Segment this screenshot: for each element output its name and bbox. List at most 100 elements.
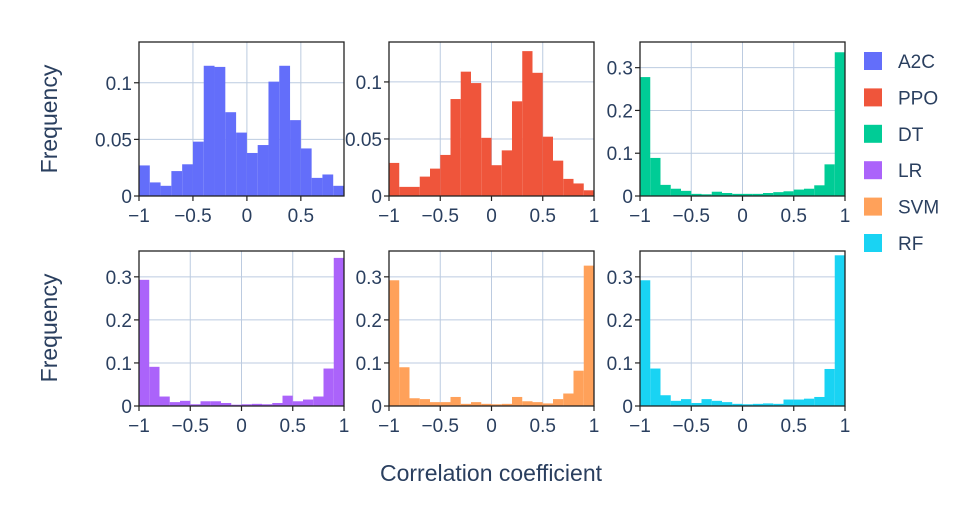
x-tick-label: −1 bbox=[128, 206, 150, 227]
histogram-bar-a2c bbox=[182, 164, 193, 196]
histogram-bar-dt bbox=[660, 184, 671, 196]
histogram-bar-ppo bbox=[553, 160, 564, 196]
legend-item-ppo[interactable]: PPO bbox=[864, 88, 938, 109]
histogram-bar-svm bbox=[389, 280, 400, 406]
x-tick-label: 0 bbox=[242, 206, 253, 227]
legend-swatch bbox=[864, 124, 882, 143]
histogram-bar-ppo bbox=[542, 136, 553, 196]
histogram-bar-dt bbox=[681, 190, 692, 196]
x-tick-label: −0.5 bbox=[421, 206, 459, 227]
x-tick-label: −0.5 bbox=[421, 416, 459, 437]
histogram-bar-ppo bbox=[522, 51, 533, 196]
histogram-bar-dt bbox=[804, 188, 815, 196]
histogram-bar-svm bbox=[399, 367, 410, 406]
histogram-bar-a2c bbox=[171, 171, 183, 196]
histogram-bar-a2c bbox=[322, 174, 334, 196]
x-tick-label: 0.5 bbox=[530, 416, 556, 437]
y-tick-label: 0.1 bbox=[607, 354, 633, 375]
histogram-bar-svm bbox=[440, 402, 451, 406]
legend-swatch bbox=[864, 161, 882, 180]
histogram-bar-a2c bbox=[192, 141, 204, 196]
histogram-bar-rf bbox=[763, 403, 774, 406]
histogram-bar-lr bbox=[169, 402, 180, 406]
histogram-bar-a2c bbox=[300, 148, 312, 196]
x-tick-label: −0.5 bbox=[672, 416, 710, 437]
histogram-bar-dt bbox=[722, 193, 733, 196]
histogram-bar-lr bbox=[262, 404, 273, 406]
histogram-bar-rf bbox=[701, 399, 712, 406]
y-tick-label: 0.2 bbox=[106, 311, 132, 332]
histogram-bar-dt bbox=[783, 191, 794, 196]
x-tick-label: 0 bbox=[236, 416, 247, 437]
histogram-bar-rf bbox=[670, 400, 681, 406]
histogram-bar-a2c bbox=[139, 165, 150, 196]
histogram-bar-dt bbox=[670, 188, 681, 196]
histogram-bar-dt bbox=[773, 192, 784, 196]
legend-item-lr[interactable]: LR bbox=[864, 161, 922, 182]
histogram-bar-a2c bbox=[290, 120, 301, 196]
legend-swatch bbox=[864, 88, 882, 107]
histogram-bar-a2c bbox=[268, 81, 280, 196]
x-tick-label: 0.5 bbox=[288, 206, 314, 227]
subplot-panels: −1 −0.5 0 0.500.050.1−1 −0.5 0 0.5 100.050.1−1−… bbox=[95, 41, 850, 437]
x-tick-label: −1 bbox=[128, 416, 150, 437]
histogram-bar-rf bbox=[691, 402, 702, 406]
histogram-bar-lr bbox=[149, 366, 160, 406]
legend-item-a2c[interactable]: A2C bbox=[864, 52, 935, 73]
y-tick-label: 0 bbox=[371, 187, 382, 208]
x-tick-label: −1 bbox=[629, 416, 651, 437]
histogram-bar-rf bbox=[783, 399, 794, 406]
y-tick-label: 0 bbox=[121, 187, 132, 208]
legend-label: DT bbox=[898, 125, 924, 146]
histogram-bar-ppo bbox=[512, 101, 523, 196]
y-tick-label: 0.3 bbox=[356, 268, 382, 289]
histogram-bar-a2c bbox=[236, 132, 247, 196]
histogram-bar-dt bbox=[711, 191, 722, 196]
histogram-bar-a2c bbox=[203, 65, 215, 196]
legend-swatch bbox=[864, 52, 882, 70]
histogram-bar-svm bbox=[573, 370, 584, 406]
histogram-bar-a2c bbox=[257, 145, 269, 196]
axes-frame bbox=[138, 41, 345, 197]
histogram-bar-svm bbox=[481, 403, 492, 406]
histogram-bar-dt bbox=[691, 193, 702, 196]
histogram-bar-svm bbox=[522, 401, 533, 406]
y-tick-label: 0.1 bbox=[356, 354, 382, 375]
histogram-bar-rf bbox=[711, 400, 722, 406]
histogram-bar-svm bbox=[419, 399, 430, 406]
histogram-bar-ppo bbox=[471, 83, 482, 196]
legend-item-svm[interactable]: SVM bbox=[864, 197, 939, 219]
y-tick-label: 0 bbox=[371, 397, 382, 418]
legend-label: PPO bbox=[898, 88, 938, 109]
subplot-ppo: −1 −0.5 0 0.5 1 0 0.05 0.1 bbox=[345, 41, 599, 227]
legend-item-rf[interactable]: RF bbox=[864, 234, 923, 255]
y-tick-label: 0.3 bbox=[607, 268, 633, 289]
histogram-bar-ppo bbox=[583, 190, 594, 196]
histogram-bar-a2c bbox=[149, 182, 161, 196]
histogram-bar-ppo bbox=[419, 176, 430, 196]
histogram-bar-lr bbox=[323, 368, 334, 406]
histogram-bar-a2c bbox=[311, 177, 323, 196]
y-tick-label: 0 bbox=[121, 397, 132, 418]
x-tick-label: 0 bbox=[737, 416, 748, 437]
y-axis-title-row-1: Frequency bbox=[36, 64, 62, 173]
histogram-bar-rf bbox=[804, 398, 815, 406]
y-tick-label: 0.3 bbox=[106, 268, 132, 289]
histogram-bar-ppo bbox=[573, 183, 584, 196]
x-tick-label: −0.5 bbox=[171, 416, 209, 437]
histogram-bar-rf bbox=[824, 368, 835, 406]
x-tick-label: −1 bbox=[629, 206, 651, 227]
histogram-bar-lr bbox=[159, 396, 170, 406]
legend-label: A2C bbox=[898, 52, 935, 73]
histogram-bar-lr bbox=[190, 404, 201, 406]
histogram-bar-a2c bbox=[246, 152, 258, 196]
legend-label: LR bbox=[898, 161, 922, 182]
histogram-bar-rf bbox=[722, 402, 733, 406]
x-tick-label: 0 bbox=[486, 206, 497, 227]
histogram-bar-dt bbox=[824, 164, 835, 196]
histogram-bar-dt bbox=[650, 157, 661, 196]
legend-item-dt[interactable]: DT bbox=[864, 124, 924, 146]
histogram-bar-dt bbox=[732, 193, 743, 196]
histogram-bar-ppo bbox=[481, 137, 492, 196]
x-tick-label: 0.5 bbox=[781, 206, 807, 227]
